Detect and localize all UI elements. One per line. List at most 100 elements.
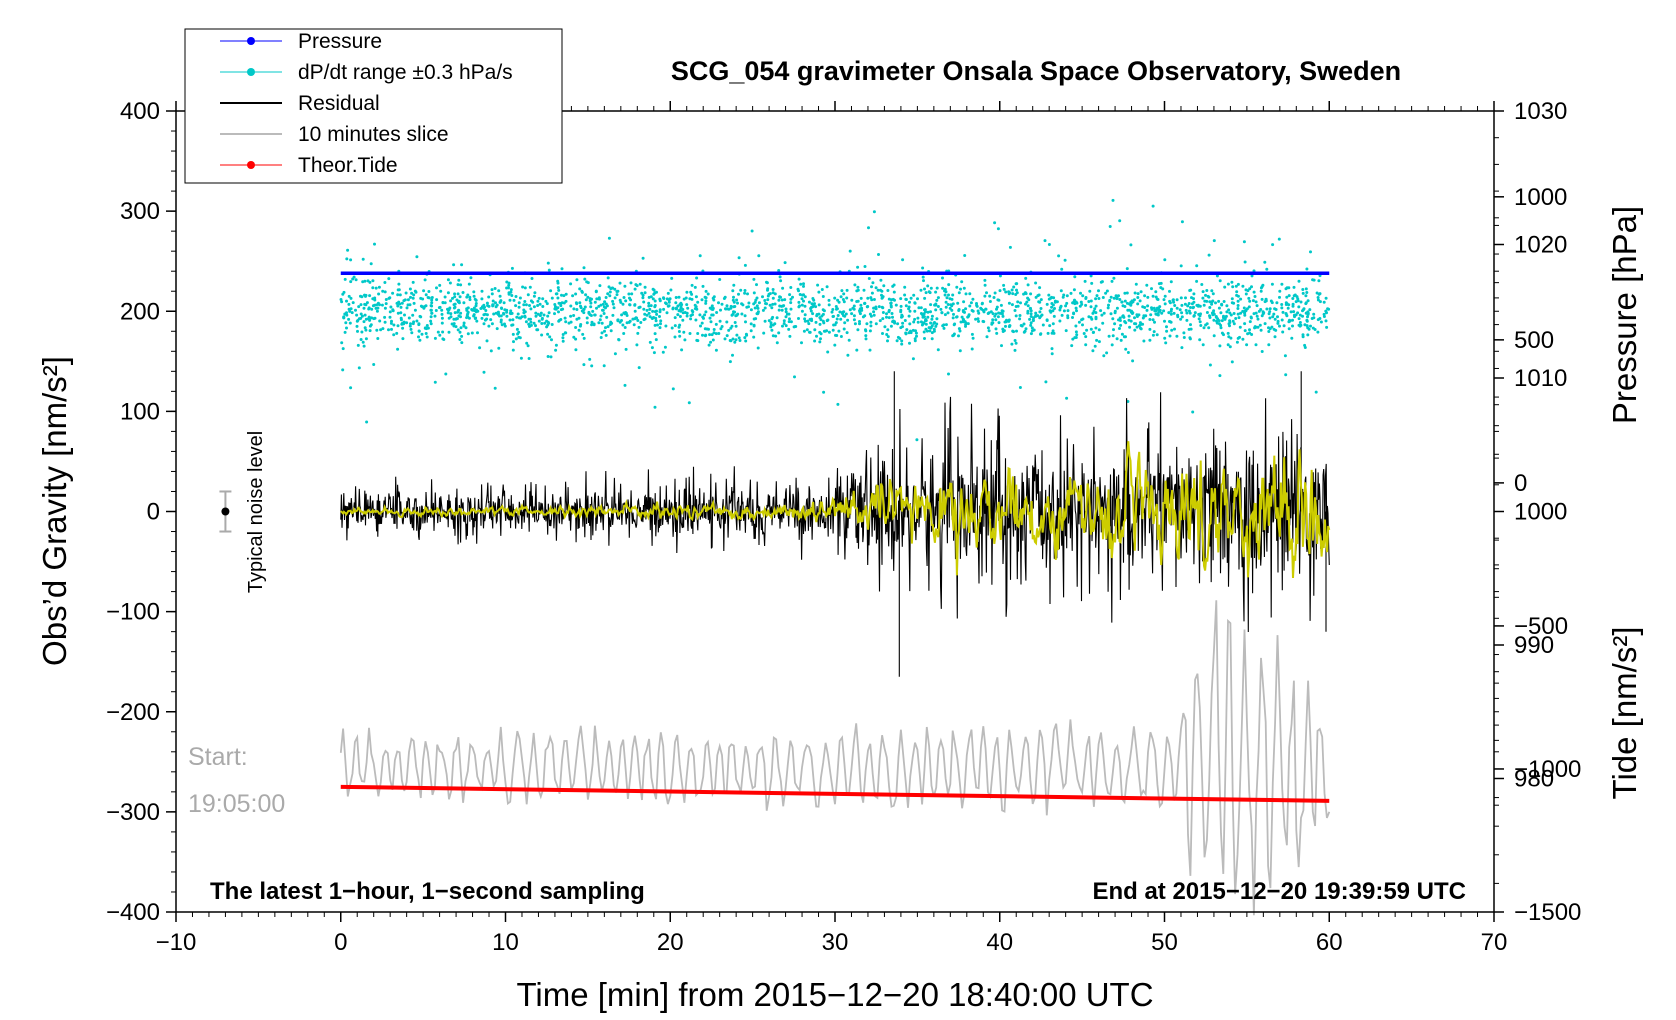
dpdt-point	[695, 307, 699, 311]
dpdt-point	[752, 291, 756, 295]
dpdt-point	[574, 292, 578, 296]
dpdt-point	[818, 322, 822, 326]
dpdt-point	[1277, 237, 1281, 241]
dpdt-point	[1292, 310, 1296, 314]
dpdt-point	[1322, 315, 1326, 318]
dpdt-point	[983, 283, 987, 287]
dpdt-point	[490, 322, 494, 326]
dpdt-point	[752, 323, 756, 327]
dpdt-point	[858, 322, 861, 326]
dpdt-point	[1227, 308, 1231, 312]
dpdt-point	[1059, 289, 1063, 293]
dpdt-point	[349, 386, 353, 390]
dpdt-point	[1111, 198, 1115, 202]
dpdt-point	[659, 319, 663, 323]
dpdt-point	[941, 324, 945, 328]
dpdt-point	[1175, 306, 1179, 310]
dpdt-point	[1151, 318, 1155, 322]
dpdt-point	[877, 253, 880, 256]
dpdt-point	[701, 333, 704, 337]
dpdt-point	[944, 300, 948, 304]
dpdt-point	[347, 317, 351, 321]
dpdt-point	[461, 291, 465, 294]
dpdt-point	[370, 316, 374, 320]
residual-line	[340, 371, 1330, 677]
dpdt-point	[879, 278, 883, 282]
dpdt-point	[1134, 282, 1138, 286]
dpdt-point	[1115, 297, 1119, 301]
dpdt-point	[900, 342, 904, 346]
dpdt-point	[733, 321, 737, 324]
y-axis-label-left: Obs’d Gravity [nm/s²]	[36, 356, 73, 666]
dpdt-point	[1235, 290, 1239, 294]
dpdt-point	[378, 319, 382, 323]
dpdt-point	[807, 322, 811, 326]
dpdt-point	[1276, 315, 1279, 319]
dpdt-point	[800, 303, 804, 307]
dpdt-point	[1124, 347, 1128, 351]
dpdt-point	[936, 305, 940, 308]
dpdt-point	[945, 296, 949, 300]
dpdt-point	[1109, 295, 1113, 299]
dpdt-point	[943, 287, 947, 291]
dpdt-point	[1281, 330, 1285, 334]
dpdt-point	[1183, 302, 1187, 306]
dpdt-point	[465, 307, 469, 311]
dpdt-point	[826, 350, 830, 354]
dpdt-point	[869, 314, 873, 318]
dpdt-point	[491, 299, 495, 303]
dpdt-point	[1179, 317, 1183, 321]
dpdt-point	[1008, 324, 1012, 328]
dpdt-point	[418, 314, 422, 318]
dpdt-point	[901, 321, 905, 325]
dpdt-point	[532, 294, 536, 298]
dpdt-point	[658, 310, 662, 314]
dpdt-point	[1255, 314, 1259, 318]
dpdt-point	[373, 242, 376, 246]
dpdt-point	[793, 375, 796, 379]
dpdt-point	[993, 221, 997, 225]
dpdt-point	[1256, 317, 1260, 321]
dpdt-point	[885, 315, 888, 319]
dpdt-point	[1291, 318, 1294, 322]
dpdt-point	[628, 319, 632, 323]
dpdt-point	[688, 332, 692, 335]
dpdt-point	[852, 307, 856, 311]
dpdt-point	[819, 337, 822, 341]
dpdt-point	[584, 293, 588, 297]
dpdt-point	[1013, 309, 1017, 312]
dpdt-point	[569, 320, 573, 324]
dpdt-point	[797, 277, 801, 281]
dpdt-point	[375, 303, 379, 307]
dpdt-point	[529, 299, 533, 303]
dpdt-point	[1299, 300, 1303, 304]
dpdt-point	[907, 331, 911, 335]
dpdt-point	[430, 298, 434, 302]
dpdt-point	[1271, 243, 1275, 247]
dpdt-point	[653, 405, 657, 409]
dpdt-point	[621, 323, 625, 327]
dpdt-point	[518, 336, 522, 340]
dpdt-point	[700, 298, 704, 302]
dpdt-point	[499, 314, 503, 318]
dpdt-point	[636, 331, 640, 335]
dpdt-point	[438, 333, 442, 337]
dpdt-point	[1023, 291, 1027, 295]
dpdt-point	[412, 293, 416, 297]
dpdt-point	[1230, 301, 1234, 305]
dpdt-point	[618, 281, 622, 285]
dpdt-point	[1272, 312, 1276, 316]
dpdt-point	[892, 283, 896, 287]
dpdt-point	[1238, 325, 1242, 329]
dpdt-point	[667, 300, 671, 304]
dpdt-point	[1069, 291, 1073, 295]
dpdt-point	[359, 303, 363, 307]
dpdt-point	[907, 314, 911, 318]
dpdt-point	[608, 290, 612, 294]
dpdt-point	[738, 339, 742, 342]
dpdt-point	[1079, 291, 1082, 295]
dpdt-point	[1280, 318, 1284, 322]
dpdt-point	[789, 301, 793, 305]
dpdt-point	[1025, 300, 1029, 304]
dpdt-point	[345, 313, 349, 317]
